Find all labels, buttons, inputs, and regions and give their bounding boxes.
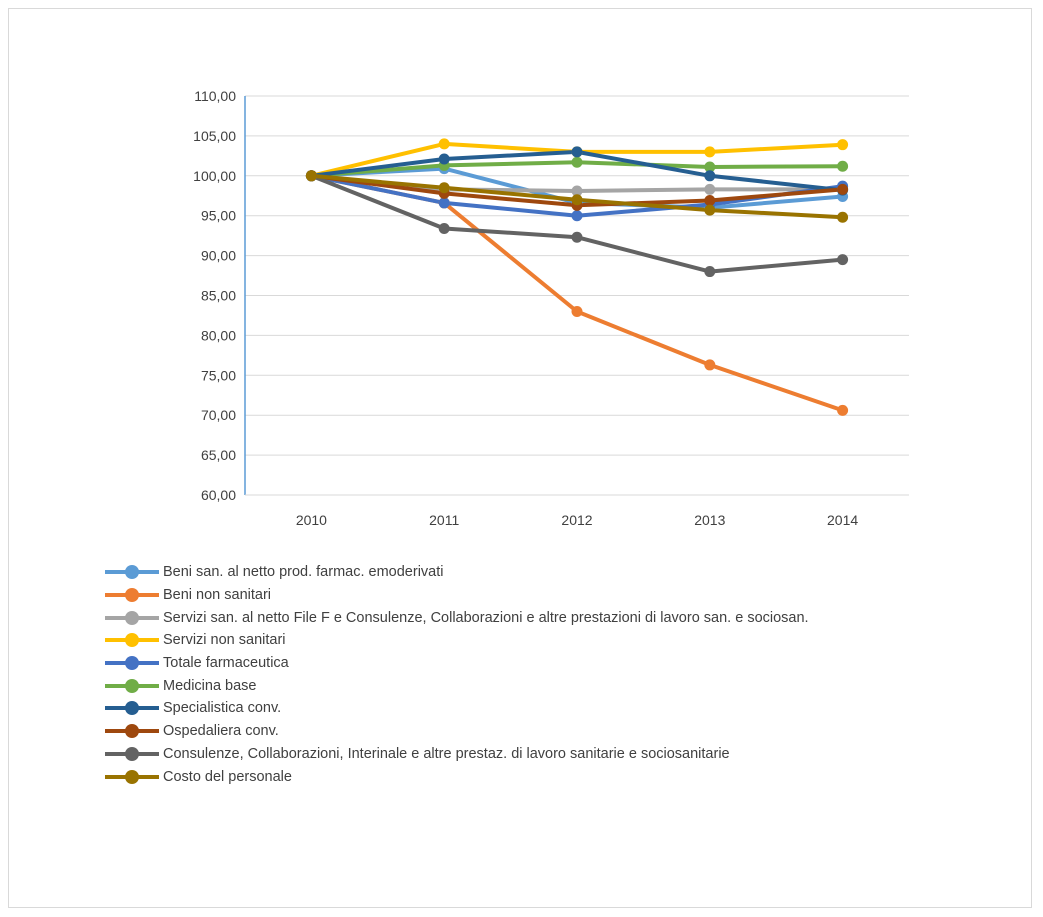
series-9-point — [704, 266, 716, 278]
series-8-point — [837, 183, 849, 195]
legend-swatch — [105, 746, 159, 762]
legend-label: Servizi non sanitari — [163, 632, 286, 649]
legend-item: Beni san. al netto prod. farmac. emoderi… — [105, 561, 809, 584]
series-10-point — [837, 211, 849, 223]
legend-item: Servizi non sanitari — [105, 629, 809, 652]
y-tick-label: 80,00 — [201, 327, 236, 343]
legend-item: Totale farmaceutica — [105, 652, 809, 675]
series-6-point — [837, 160, 849, 172]
legend-swatch — [105, 655, 159, 671]
series-10-point — [704, 204, 716, 216]
legend-item: Medicina base — [105, 674, 809, 697]
legend-swatch-dot — [125, 769, 139, 784]
legend-item: Specialistica conv. — [105, 697, 809, 720]
series-7-point — [438, 153, 450, 165]
legend-swatch-dot — [125, 610, 139, 625]
series-points — [305, 138, 849, 416]
legend-swatch — [105, 678, 159, 694]
legend-swatch-dot — [125, 588, 139, 603]
legend-label: Ospedaliera conv. — [163, 723, 279, 740]
legend-label: Totale farmaceutica — [163, 655, 289, 672]
series-10-point — [571, 194, 583, 206]
y-tick-label: 105,00 — [193, 128, 236, 144]
legend-item: Costo del personale — [105, 765, 809, 788]
series-2-point — [571, 305, 583, 317]
y-tick-label: 85,00 — [201, 288, 236, 304]
y-tick-label: 90,00 — [201, 248, 236, 264]
chart-frame: 60,00 65,00 70,00 75,00 80,00 85,00 90,00 95,00… — [8, 8, 1032, 908]
legend-swatch-dot — [125, 746, 139, 761]
legend-swatch-dot — [125, 701, 139, 716]
legend-swatch — [105, 723, 159, 739]
series-3-point — [571, 185, 583, 197]
legend: Beni san. al netto prod. farmac. emoderi… — [105, 561, 809, 788]
series-8-point — [704, 195, 716, 207]
y-tick-label: 75,00 — [201, 367, 236, 383]
y-tick-label: 95,00 — [201, 208, 236, 224]
line-chart: 60,00 65,00 70,00 75,00 80,00 85,00 90,00 95,00… — [193, 88, 909, 528]
legend-label: Costo del personale — [163, 768, 292, 785]
legend-label: Specialistica conv. — [163, 700, 282, 717]
y-tick-label: 100,00 — [193, 168, 236, 184]
legend-swatch — [105, 700, 159, 716]
series-10-point — [305, 170, 317, 182]
x-tick-label: 2014 — [827, 512, 858, 528]
y-tick-label: 60,00 — [201, 487, 236, 503]
legend-label: Medicina base — [163, 677, 257, 694]
series-6-point — [704, 161, 716, 173]
legend-label: Consulenze, Collaborazioni, Interinale e… — [163, 745, 730, 762]
legend-swatch-dot — [125, 724, 139, 739]
series-2-point — [837, 404, 849, 416]
legend-label: Beni san. al netto prod. farmac. emoderi… — [163, 564, 444, 581]
series-4-point — [704, 146, 716, 158]
series-7-point — [704, 170, 716, 182]
legend-swatch-dot — [125, 656, 139, 671]
series-9-point — [571, 231, 583, 243]
series-9-point — [837, 254, 849, 266]
series-5-point — [571, 210, 583, 222]
series-6-point — [571, 156, 583, 168]
legend-swatch-dot — [125, 633, 139, 648]
y-axis: 60,00 65,00 70,00 75,00 80,00 85,00 90,00 95,00… — [193, 88, 246, 503]
legend-label: Servizi san. al netto File F e Consulenz… — [163, 609, 809, 626]
series-4-point — [837, 139, 849, 151]
legend-label: Beni non sanitari — [163, 587, 272, 604]
legend-item: Servizi san. al netto File F e Consulenz… — [105, 606, 809, 629]
legend-swatch — [105, 587, 159, 603]
series-7-point — [571, 146, 583, 158]
x-tick-label: 2010 — [296, 512, 327, 528]
legend-item: Ospedaliera conv. — [105, 720, 809, 743]
legend-swatch — [105, 769, 159, 785]
legend-item: Beni non sanitari — [105, 584, 809, 607]
x-tick-label: 2012 — [561, 512, 592, 528]
legend-swatch — [105, 564, 159, 580]
x-tick-label: 2011 — [429, 512, 459, 528]
x-tick-label: 2013 — [694, 512, 725, 528]
legend-swatch — [105, 610, 159, 626]
legend-swatch — [105, 632, 159, 648]
series-4-point — [438, 138, 450, 150]
series-9-point — [438, 222, 450, 234]
y-tick-label: 110,00 — [194, 88, 236, 104]
gridlines — [245, 95, 909, 456]
y-tick-label: 65,00 — [201, 447, 236, 463]
y-tick-label: 70,00 — [201, 407, 236, 423]
series-5-point — [438, 197, 450, 209]
legend-swatch-dot — [125, 678, 139, 693]
series-lines — [309, 141, 845, 413]
series-3-point — [704, 183, 716, 195]
x-axis: 2010 2011 2012 2013 2014 — [245, 494, 909, 528]
series-10-point — [438, 182, 450, 194]
legend-swatch-dot — [125, 565, 139, 580]
legend-item: Consulenze, Collaborazioni, Interinale e… — [105, 743, 809, 766]
series-2-point — [704, 359, 716, 371]
